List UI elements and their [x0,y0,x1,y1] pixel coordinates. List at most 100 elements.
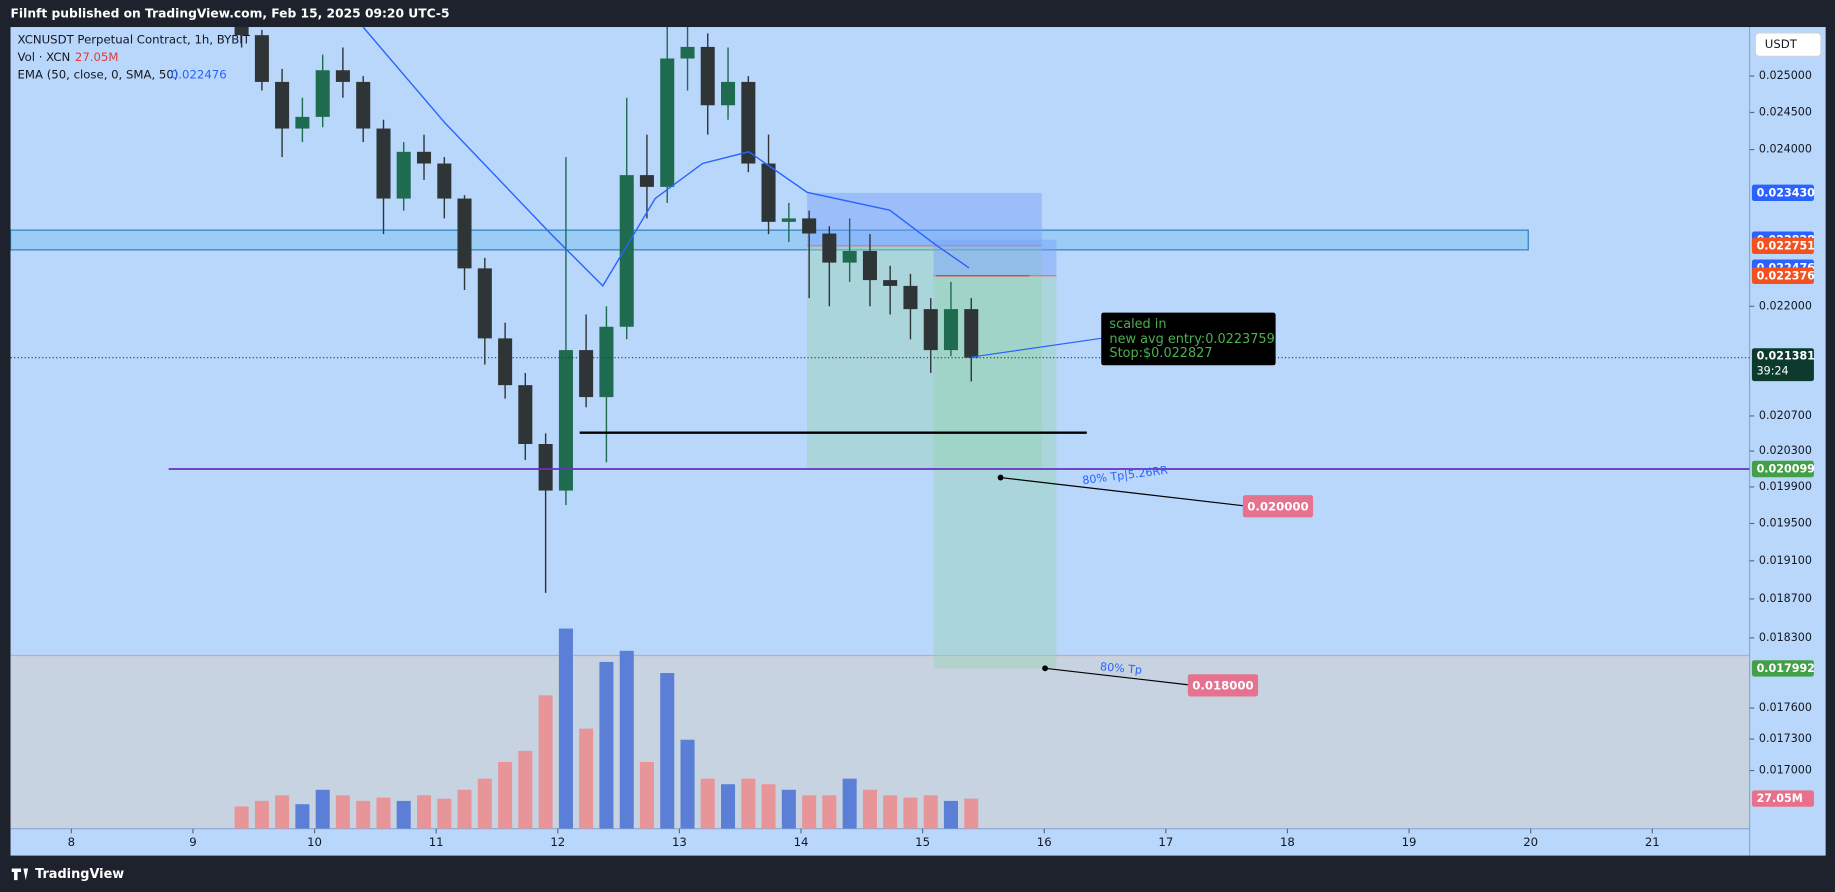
x-tick-label: 17 [1158,835,1173,849]
candle-body [721,81,736,106]
candle-body [741,81,756,164]
candle-body [761,163,776,222]
candle-body [599,326,614,398]
candle-body [964,309,979,358]
volume-bar [335,795,350,829]
candle-body [822,233,837,263]
x-tick-label: 9 [189,835,196,849]
candle-body [903,285,918,310]
x-tick-label: 16 [1037,835,1052,849]
candle-body [295,116,310,129]
volume-bar [599,661,614,829]
candle-body [781,218,796,222]
y-tick-label: 0.017300 [1759,732,1812,745]
price-badge-label: 0.023430 [1757,186,1816,199]
volume-bar [842,778,857,829]
volume-bar [457,789,472,829]
x-tick-label: 14 [794,835,809,849]
candle-body [335,70,350,82]
y-tick-label: 0.024500 [1759,105,1812,118]
candle-body [376,128,391,199]
candle-body [558,350,573,491]
currency[interactable]: USDT [1765,37,1798,51]
volume-name: Vol · XCN [18,50,71,64]
volume-badge [1751,790,1814,807]
candle-body [254,35,269,82]
x-tick-label: 18 [1280,835,1295,849]
price-badge [1751,267,1814,284]
volume-bar [781,789,796,829]
volume-bar [275,795,290,829]
callout-box [1101,312,1276,366]
volume-bar [923,795,938,829]
volume-bar [903,797,918,829]
publisher: Filnft published on TradingView.com, Feb… [11,7,450,21]
volume-pane [10,655,1750,829]
candle-body [842,250,857,263]
target-label: 0.018000 [1192,678,1253,692]
y-tick-label: 0.018700 [1759,592,1812,605]
candle-body [477,268,492,339]
target-label: 0.020000 [1247,499,1308,513]
volume-bar [579,728,594,829]
candle-body [639,175,654,187]
volume-bar [619,650,634,829]
y-tick-label: 0.020700 [1759,409,1812,422]
price-badge-label: 0.022376 [1757,269,1816,282]
volume-badge-label: 27.05M [1757,792,1803,805]
volume-bar [822,795,837,829]
callout-line: scaled in [1109,317,1166,332]
candle-body [396,151,411,199]
callout: scaled in new avg entry:0.0223759 Stop:$… [971,312,1276,366]
candle-body [943,309,958,351]
target-dot [1042,665,1048,672]
candle-body [700,46,715,106]
volume-bar [416,795,432,829]
volume-bar [254,800,269,829]
footer-logo: TradingView [35,867,124,882]
target-label-box [1242,495,1314,518]
volume-bar [396,800,411,829]
volume-value: 27.05M [75,50,119,64]
candle-body [498,338,513,386]
volume-bar [883,795,898,829]
price-badge [1751,460,1814,478]
y-tick-label: 0.022000 [1759,299,1812,312]
price-badge [1751,184,1814,202]
volume-bar [862,789,877,829]
volume-bar [518,750,533,829]
x-tick-label: 8 [68,835,75,849]
callout-line: Stop:$0.022827 [1109,346,1212,361]
y-tick-label: 0.018300 [1759,631,1812,644]
volume-bar [964,798,979,829]
candle-body [660,58,675,187]
x-tick-label: 21 [1645,835,1660,849]
candle-body [275,81,290,129]
candle-body [619,175,634,327]
candle-body [862,250,877,281]
volume-bar [498,761,513,829]
candle-body [518,385,533,445]
target-label-box [1187,674,1259,697]
candle-body [234,27,249,36]
candle-body [883,280,898,286]
callout-line: new avg entry:0.0223759 [1109,332,1274,347]
logo-icon [11,868,29,881]
ema-value: 0.022476 [171,68,227,82]
price-badge [1751,237,1814,255]
y-tick-label: 0.017000 [1759,764,1812,777]
candle-body [579,350,594,398]
price-badge-label: 0.020099 [1757,463,1816,476]
volume-bar [356,800,371,829]
countdown: 39:24 [1757,365,1789,378]
x-tick-label: 15 [915,835,930,849]
y-tick-label: 0.019500 [1759,516,1812,529]
target-leader [1000,477,1243,507]
x-tick-label: 10 [307,835,322,849]
ema-line [362,27,970,288]
candle-body [437,163,452,199]
plot [10,27,1750,829]
currency-button[interactable] [1754,32,1822,57]
volume-bar [802,795,817,829]
volume-bar [538,695,553,829]
